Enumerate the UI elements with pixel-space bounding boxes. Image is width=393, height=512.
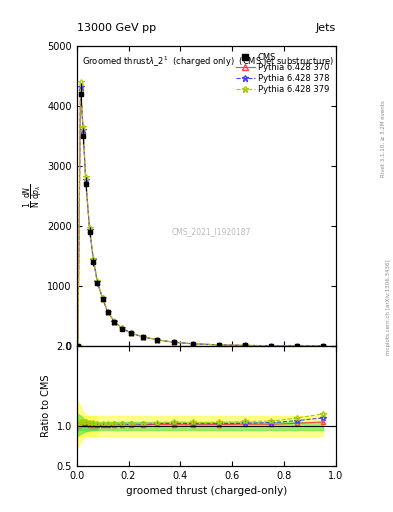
Y-axis label: Ratio to CMS: Ratio to CMS (41, 375, 51, 437)
Text: 13000 GeV pp: 13000 GeV pp (77, 23, 156, 33)
Legend: CMS, Pythia 6.428 370, Pythia 6.428 378, Pythia 6.428 379: CMS, Pythia 6.428 370, Pythia 6.428 378,… (234, 50, 332, 96)
Text: mcplots.cern.ch [arXiv:1306.3436]: mcplots.cern.ch [arXiv:1306.3436] (386, 260, 391, 355)
Text: Rivet 3.1.10, ≥ 3.2M events: Rivet 3.1.10, ≥ 3.2M events (381, 100, 386, 177)
Text: Groomed thrust$\lambda$_2$^1$  (charged only)  (CMS jet substructure): Groomed thrust$\lambda$_2$^1$ (charged o… (82, 55, 334, 70)
Text: Jets: Jets (316, 23, 336, 33)
X-axis label: groomed thrust (charged-only): groomed thrust (charged-only) (126, 486, 287, 496)
Text: CMS_2021_I1920187: CMS_2021_I1920187 (172, 227, 251, 237)
Y-axis label: $\frac{1}{\mathrm{N}}\,\frac{\mathrm{d}N}{\mathrm{d}p_{\lambda}}$: $\frac{1}{\mathrm{N}}\,\frac{\mathrm{d}N… (22, 184, 46, 208)
